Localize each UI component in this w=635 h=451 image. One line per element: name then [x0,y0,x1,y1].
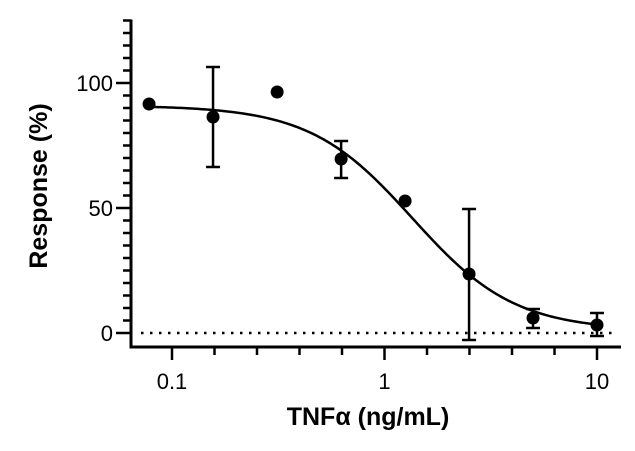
data-point [398,194,412,208]
y-tick-label: 50 [89,196,113,221]
data-point [142,97,156,111]
x-tick-label: 1 [378,369,390,394]
data-point [334,152,348,166]
data-point [462,267,476,281]
fit-curve-path [149,105,598,326]
x-axis-ticks: 0.1 1 10 [157,347,609,394]
axes [129,19,621,349]
x-tick-label: 0.1 [157,369,188,394]
x-axis-title: TNFα (ng/mL) [287,403,450,431]
y-axis-title: Response (%) [25,103,53,268]
x-tick-label: 10 [585,369,609,394]
fit-curve [149,105,598,326]
y-tick-label: 0 [101,321,113,346]
data-point [206,110,220,124]
data-points [142,85,604,332]
y-tick-label: 100 [76,71,113,96]
data-point [590,318,604,332]
data-point [270,85,284,99]
y-axis-ticks: 0 50 100 [76,19,131,346]
data-point [526,311,540,325]
